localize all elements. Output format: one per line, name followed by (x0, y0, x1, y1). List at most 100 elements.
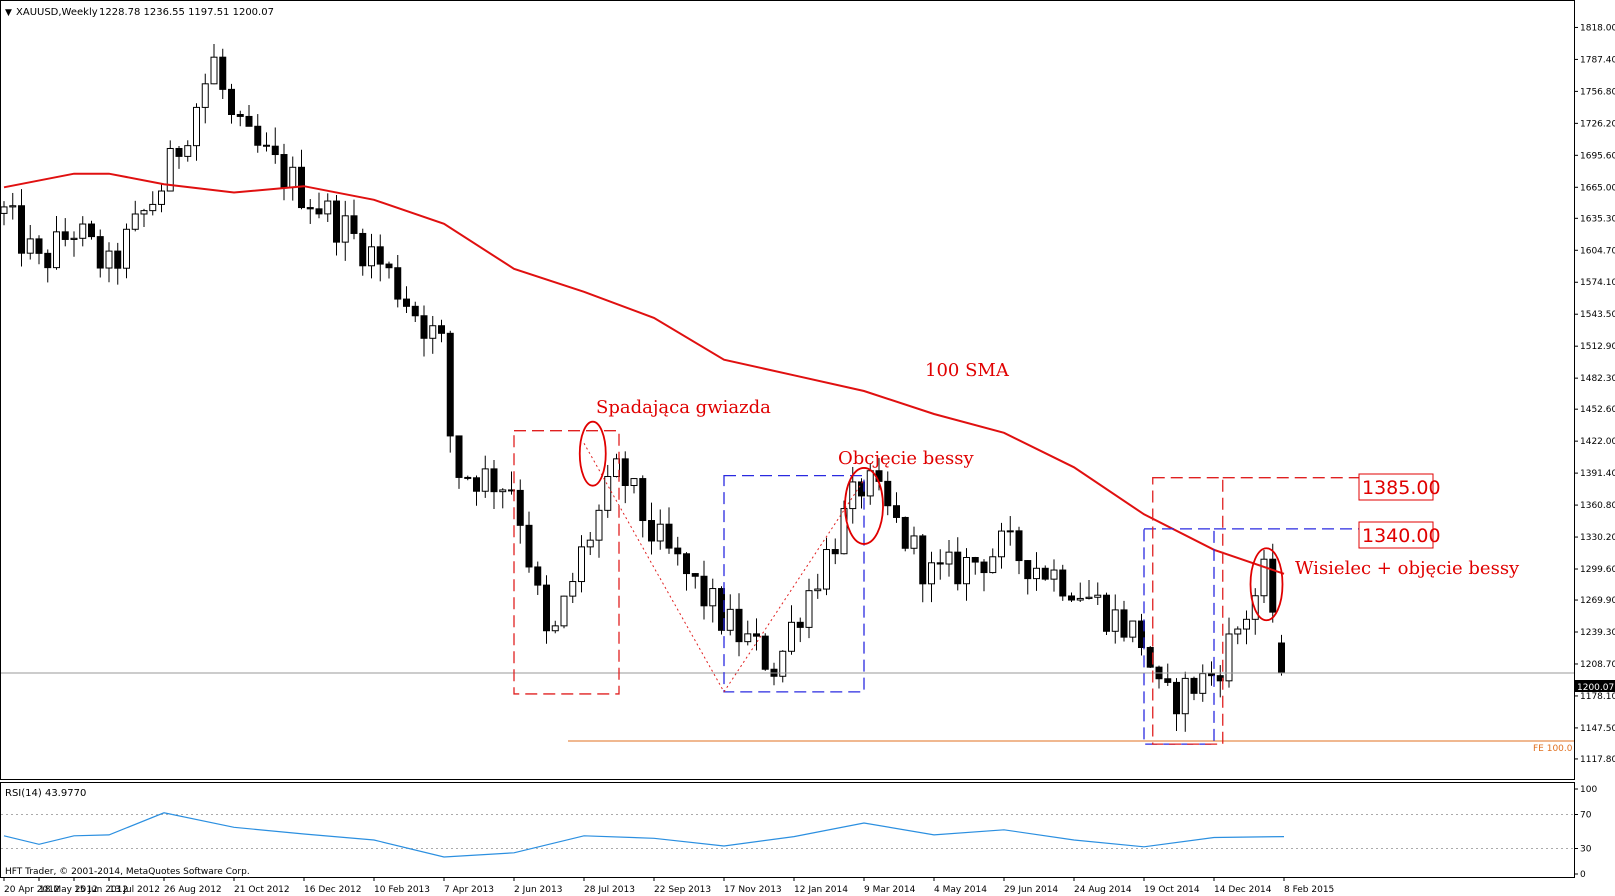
y-tick-label: 1360.80 (1580, 501, 1615, 511)
candle-body-bear (333, 200, 340, 243)
candle (429, 315, 437, 354)
candle-body-bull (1181, 677, 1189, 715)
candle-body-bear (1138, 620, 1145, 649)
candle (245, 104, 253, 127)
candle-body-bear (691, 573, 699, 577)
x-tick-label: 20 Apr 2012 (4, 885, 60, 895)
x-tick-label: 29 Jun 2014 (1004, 885, 1058, 895)
candle (1041, 565, 1049, 581)
candle (831, 538, 839, 565)
candle-body-bear (1103, 594, 1110, 632)
candle-body-bear (1059, 569, 1067, 597)
y-tick-label: 1208.70 (1580, 660, 1615, 670)
candle-body-bear (665, 523, 673, 549)
candle (1006, 516, 1014, 546)
candle-body-bear (1278, 642, 1285, 674)
candle (175, 145, 183, 169)
annotation-shooting-star: Spadająca gwiazda (596, 397, 771, 418)
candle-body-bull (1085, 596, 1093, 599)
candle-body-bull (1111, 609, 1119, 632)
candle (630, 477, 638, 494)
candle (744, 620, 752, 646)
candle (201, 73, 209, 124)
candle (525, 511, 533, 573)
candle (9, 192, 17, 220)
candle (1111, 594, 1119, 644)
candle (438, 319, 445, 343)
candle-body-bull (823, 549, 830, 590)
candle (254, 114, 262, 153)
x-tick-label: 28 Jul 2013 (584, 885, 635, 895)
engulfing-ellipse (844, 467, 884, 545)
candle (333, 194, 340, 256)
rsi-y-tick-label: 0 (1580, 870, 1586, 880)
y-tick-label: 1604.70 (1580, 246, 1615, 256)
candle-body-bear (761, 635, 769, 670)
rsi-header: RSI(14) 43.9770 (5, 788, 86, 799)
candle (1173, 678, 1180, 732)
candle (656, 509, 664, 550)
x-tick-label: 15 Jun 2012 (74, 885, 128, 895)
candle (455, 435, 463, 489)
candle (1234, 626, 1242, 645)
candle (893, 492, 900, 523)
candle-body-bear (1190, 677, 1198, 694)
candle (1243, 610, 1250, 645)
candle (166, 140, 174, 192)
candle (884, 471, 892, 516)
candle (210, 44, 218, 85)
candle-body-bear (403, 298, 410, 307)
candle-body-bear (219, 56, 227, 90)
y-tick-label: 1452.60 (1580, 405, 1615, 415)
y-tick-label: 1147.50 (1580, 724, 1615, 734)
candle (1129, 620, 1137, 643)
candle (901, 516, 909, 552)
rsi-layer (1, 812, 1574, 858)
candle-body-bull (26, 238, 34, 254)
candle (639, 475, 647, 538)
candle-body-bear (350, 215, 358, 234)
candle (998, 522, 1005, 569)
candle-body-bull (429, 325, 437, 339)
candle (753, 618, 760, 651)
annotation-sma: 100 SMA (925, 360, 1010, 381)
candle-body-bull (210, 56, 218, 85)
candle-body-bull (744, 633, 752, 643)
candle (648, 502, 655, 555)
candle-body-bull (481, 468, 489, 492)
candle-body-bear (306, 207, 314, 210)
candle (149, 191, 157, 216)
level-label-1385: 1385.00 (1362, 477, 1441, 499)
candle-body-bull (840, 508, 848, 555)
candle-body-bear (455, 435, 463, 478)
y-tick-label: 1178.10 (1580, 692, 1615, 702)
y-tick-label: 1299.60 (1580, 565, 1615, 575)
x-tick-label: 16 Dec 2012 (304, 885, 362, 895)
candle (53, 215, 60, 270)
candle-body-bear (735, 608, 743, 643)
candle-body-bear (1173, 681, 1180, 715)
candle-body-bull (0, 206, 8, 214)
candle (481, 455, 489, 498)
candle (936, 549, 944, 580)
candle (499, 488, 507, 509)
x-tick-label: 8 Feb 2015 (1284, 885, 1334, 895)
candle (1164, 663, 1172, 686)
y-tick-label: 1391.40 (1580, 469, 1615, 479)
candle-body-bull (656, 523, 664, 542)
candle-body-bull (184, 145, 192, 157)
candle-body-bear (516, 489, 524, 526)
candle-body-bull (551, 625, 559, 632)
candle (604, 464, 612, 518)
candle-body-bull (1076, 597, 1084, 601)
candle-body-bear (1024, 560, 1032, 580)
candle (473, 475, 480, 506)
candle-body-bull (324, 200, 332, 215)
candle-body-bull (613, 458, 620, 478)
candle (700, 560, 708, 620)
candle (394, 255, 402, 308)
candle-body-bear (543, 584, 550, 632)
rally-connector (723, 479, 865, 693)
candle (621, 451, 629, 504)
x-tick-label: 24 Aug 2014 (1074, 885, 1132, 895)
